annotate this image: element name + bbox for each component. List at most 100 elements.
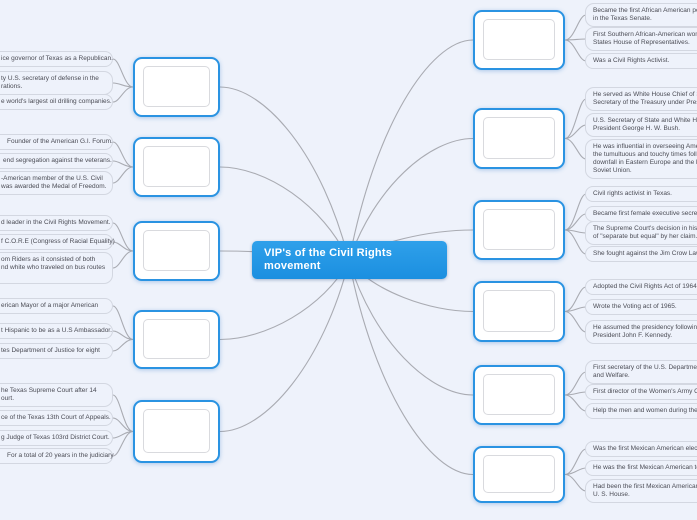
fact-text: rations. [1,83,23,90]
photo-placeholder [143,409,210,453]
fact-leaf[interactable]: He served as White House Chief of Sta Sec… [585,87,697,111]
fact-leaf[interactable]: He was influential in overseeing Ameri th… [585,139,697,179]
fact-leaf[interactable]: The Supreme Court's decision in his fa of… [585,221,697,245]
fact-leaf[interactable]: tes Department of Justice for eight [0,343,113,359]
fact-leaf[interactable]: Wrote the Voting act of 1965. [585,299,697,315]
photo-placeholder [483,374,555,415]
fact-leaf[interactable]: First director of the Women's Army Co [585,384,697,400]
person-photo-node[interactable] [473,200,565,260]
fact-text: Became the first African American per [593,7,697,14]
fact-text: d leader in the Civil Rights Movement. [1,219,111,226]
person-photo-node[interactable] [473,281,565,342]
person-photo-node[interactable] [473,446,565,503]
central-topic-node[interactable]: VIP's of the Civil Rights movement [252,241,447,279]
fact-text: First Southern African-American woma [593,31,697,38]
fact-text: ce of the Texas 13th Court of Appeals. [1,414,111,421]
fact-text: Wrote the Voting act of 1965. [593,303,677,310]
fact-text: and Welfare. [593,372,630,379]
fact-text: Was the first Mexican American electe [593,445,697,452]
fact-text: -American member of the U.S. Civil [1,175,103,182]
fact-leaf[interactable]: He was the first Mexican American to [585,460,697,476]
fact-text: om Riders as it consisted of both [1,256,96,263]
fact-text: U.S. Secretary of State and White Hou [593,117,697,124]
fact-leaf[interactable]: ice governor of Texas as a Republican. [0,51,113,67]
fact-text: First secretary of the U.S. Departmen [593,364,697,371]
fact-text: in the Texas Senate. [593,15,652,22]
fact-text: ourt. [1,395,15,402]
person-photo-node[interactable] [133,137,220,197]
fact-text: For a total of 20 years in the judiciary [7,452,114,459]
fact-text: Secretary of the Treasury under Presid [593,99,697,106]
photo-placeholder [143,230,210,271]
fact-text: end segregation against the veterans. [3,157,112,164]
photo-placeholder [143,319,210,359]
fact-leaf[interactable]: Was a Civil Rights Activist. [585,53,697,69]
fact-leaf[interactable]: e world's largest oil drilling companies… [0,94,113,110]
fact-text: Became first female executive secreta [593,210,697,217]
fact-text: Founder of the American G.I. Forum. [7,138,113,145]
fact-text: Had been the first Mexican American e [593,483,697,490]
fact-text: Adopted the Civil Rights Act of 1964. [593,283,697,290]
fact-text: States House of Representatives. [593,39,690,46]
photo-placeholder [143,146,210,187]
photo-placeholder [143,66,210,107]
fact-leaf[interactable]: f C.O.R.E (Congress of Racial Equality) [0,234,115,250]
photo-placeholder [483,19,555,60]
fact-leaf[interactable]: He assumed the presidency following t Pre… [585,320,697,344]
fact-text: She fought against the Jim Crow Laws [593,250,697,257]
fact-leaf[interactable]: he Texas Supreme Court after 14 ourt. [0,383,113,407]
fact-leaf[interactable]: end segregation against the veterans. [0,153,113,169]
fact-leaf[interactable]: ce of the Texas 13th Court of Appeals. [0,410,113,426]
fact-text: tes Department of Justice for eight [1,347,100,354]
fact-leaf[interactable]: She fought against the Jim Crow Laws [585,246,697,262]
fact-leaf[interactable]: g Judge of Texas 103rd District Court. [0,430,113,446]
person-photo-node[interactable] [473,10,565,70]
fact-text: ice governor of Texas as a Republican. [1,55,113,62]
person-photo-node[interactable] [133,57,220,117]
person-photo-node[interactable] [473,365,565,425]
fact-text: was awarded the Medal of Freedom. [1,183,107,190]
fact-text: He served as White House Chief of Sta [593,91,697,98]
fact-text: erican Mayor of a major American [1,302,99,309]
fact-leaf[interactable]: Had been the first Mexican American e U. … [585,479,697,503]
fact-text: President George H. W. Bush. [593,125,681,132]
fact-text: nd white who traveled on bus routes [1,264,106,271]
fact-leaf[interactable]: Founder of the American G.I. Forum. [0,134,113,150]
fact-leaf[interactable]: Adopted the Civil Rights Act of 1964. [585,279,697,295]
fact-leaf[interactable]: Civil rights activist in Texas. [585,186,697,202]
fact-leaf[interactable]: First secretary of the U.S. Departmen and… [585,360,697,384]
fact-leaf[interactable]: -American member of the U.S. Civil was aw… [0,171,113,195]
person-photo-node[interactable] [133,310,220,369]
fact-leaf[interactable]: U.S. Secretary of State and White Hou Pre… [585,113,697,137]
photo-placeholder [483,290,555,332]
fact-leaf[interactable]: om Riders as it consisted of both nd whit… [0,252,113,284]
fact-text [1,272,112,280]
fact-text: f C.O.R.E (Congress of Racial Equality) [1,238,115,245]
fact-text: the tumultuous and touchy times follo [593,151,697,158]
photo-placeholder [483,209,555,250]
person-photo-node[interactable] [133,221,220,281]
fact-leaf[interactable]: erican Mayor of a major American [0,298,113,314]
fact-leaf[interactable]: For a total of 20 years in the judiciary [0,448,114,464]
fact-leaf[interactable]: Help the men and women during the w [585,403,697,419]
fact-leaf[interactable]: ty U.S. secretary of defense in the ratio… [0,71,113,95]
person-photo-node[interactable] [133,400,220,463]
fact-text: e world's largest oil drilling companies… [1,98,112,105]
fact-text: downfall in Eastern Europe and the bre [593,159,697,166]
fact-text: Civil rights activist in Texas. [593,190,672,197]
fact-leaf[interactable]: t Hispanic to be as a U.S Ambassador. [0,323,113,339]
fact-leaf[interactable]: d leader in the Civil Rights Movement. [0,215,113,231]
fact-leaf[interactable]: Was the first Mexican American electe [585,441,697,457]
fact-text: The Supreme Court's decision in his fa [593,225,697,232]
fact-text: President John F. Kennedy. [593,332,673,339]
fact-text: of "separate but equal" by her claim. [593,233,697,240]
fact-leaf[interactable]: First Southern African-American woma Stat… [585,27,697,51]
fact-leaf[interactable]: Became the first African American per in … [585,3,697,27]
fact-text: He was influential in overseeing Ameri [593,143,697,150]
photo-placeholder [483,455,555,493]
person-photo-node[interactable] [473,108,565,169]
fact-leaf[interactable]: Became first female executive secreta [585,206,697,222]
fact-text: First director of the Women's Army Co [593,388,697,395]
